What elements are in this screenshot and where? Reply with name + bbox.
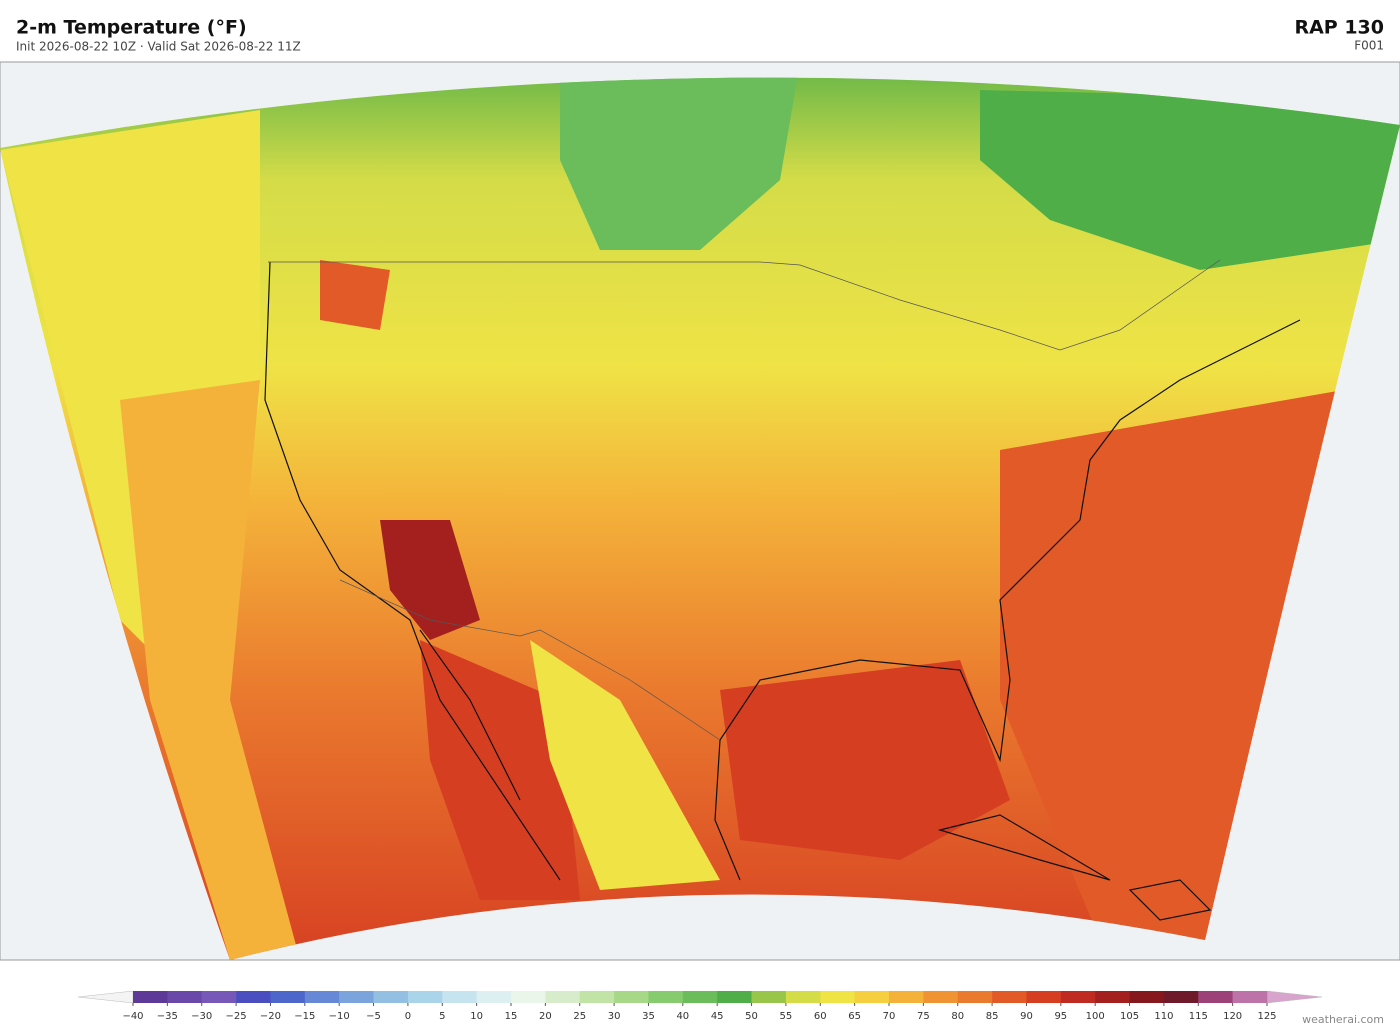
colorbar: −40 −35 −30 −25 −20 −15 −10 −5 0 5 10 15 20 25 30 35 40 4… <box>77 990 1323 1022</box>
colorbar-label: 45 <box>711 1011 724 1022</box>
border <box>339 579 721 741</box>
colorbar-label: 50 <box>745 1011 758 1022</box>
colorbar-label: 5 <box>439 1011 445 1022</box>
colorbar-label: −40 <box>122 1011 143 1022</box>
colorbar-label: 10 <box>470 1011 483 1022</box>
field-gulf <box>720 660 1010 860</box>
colorbar-label: 125 <box>1257 1011 1276 1022</box>
colorbar-cell <box>1026 991 1062 1003</box>
colorbar-cell <box>236 991 271 1003</box>
colorbar-extend-high <box>1266 990 1323 1004</box>
colorbar-label: −5 <box>366 1011 381 1022</box>
colorbar-label: 30 <box>608 1011 621 1022</box>
colorbar-cell <box>579 991 615 1003</box>
field-mountain <box>530 640 720 890</box>
colorbar-cell <box>201 991 237 1003</box>
colorbar-label: 15 <box>505 1011 518 1022</box>
colorbar-cell <box>992 991 1027 1003</box>
colorbar-label: 75 <box>917 1011 930 1022</box>
colorbar-cell <box>957 991 993 1003</box>
colorbar-extend-low <box>77 990 134 1004</box>
colorbar-cell <box>751 991 787 1003</box>
colorbar-label: 40 <box>676 1011 689 1022</box>
field-hot <box>420 640 580 900</box>
colorbar-cell <box>1198 991 1233 1003</box>
colorbar-cell <box>407 991 443 1003</box>
colorbar-label: 65 <box>848 1011 861 1022</box>
colorbar-label: 60 <box>814 1011 827 1022</box>
colorbar-cell <box>614 991 649 1003</box>
credit: weatherai.com <box>1302 1013 1384 1026</box>
colorbar-cell <box>820 991 855 1003</box>
colorbar-cell <box>889 991 924 1003</box>
colorbar-label: 90 <box>1020 1011 1033 1022</box>
colorbar-label: −10 <box>329 1011 350 1022</box>
colorbar-label: 80 <box>951 1011 964 1022</box>
coastline <box>937 814 1111 881</box>
field-cool <box>560 77 800 250</box>
colorbar-label: −30 <box>191 1011 212 1022</box>
colorbar-label: −20 <box>260 1011 281 1022</box>
colorbar-label: 105 <box>1120 1011 1139 1022</box>
colorbar-label: 25 <box>573 1011 586 1022</box>
colorbar-label: 95 <box>1054 1011 1067 1022</box>
colorbar-cell <box>133 991 168 1003</box>
colorbar-cell <box>923 991 959 1003</box>
field-cool <box>980 90 1400 270</box>
colorbar-cell <box>785 991 821 1003</box>
colorbar-label: −35 <box>157 1011 178 1022</box>
colorbar-cell <box>1163 991 1199 1003</box>
colorbar-label: 0 <box>405 1011 411 1022</box>
colorbar-label: 110 <box>1154 1011 1173 1022</box>
colorbar-cell <box>854 991 890 1003</box>
colorbar-cell <box>1232 991 1268 1003</box>
colorbar-label: 70 <box>883 1011 896 1022</box>
colorbar-cell <box>304 991 340 1003</box>
colorbar-label: 35 <box>642 1011 655 1022</box>
colorbar-label: 100 <box>1086 1011 1105 1022</box>
coastline <box>714 739 741 881</box>
coastline <box>419 629 521 801</box>
colorbar-label: 20 <box>539 1011 552 1022</box>
coastline <box>1128 879 1212 921</box>
colorbar-cell <box>373 991 409 1003</box>
borders <box>268 259 1221 741</box>
colorbar-cell <box>1129 991 1165 1003</box>
colorbar-label: 115 <box>1189 1011 1208 1022</box>
colorbar-label: 120 <box>1223 1011 1242 1022</box>
colorbar-cell <box>270 991 306 1003</box>
colorbar-cell <box>648 991 684 1003</box>
colorbar-label: 55 <box>780 1011 793 1022</box>
colorbar-cell <box>1060 991 1096 1003</box>
field-ocean <box>120 380 300 960</box>
colorbar-cell <box>339 991 374 1003</box>
temperature-field <box>0 77 1400 961</box>
colorbar-cell <box>717 991 752 1003</box>
colorbar-label: 85 <box>986 1011 999 1022</box>
colorbar-cell <box>545 991 581 1003</box>
model: RAP 130 <box>1294 17 1384 39</box>
colorbar-cell <box>1095 991 1130 1003</box>
colorbar-cell <box>682 991 718 1003</box>
colorbar-cell <box>511 991 546 1003</box>
colorbar-cell <box>167 991 203 1003</box>
field-hot <box>320 260 390 330</box>
colorbar-cell <box>442 991 477 1003</box>
forecast-hour: F001 <box>1354 39 1384 53</box>
border <box>268 259 1221 351</box>
colorbar-label: −15 <box>294 1011 315 1022</box>
coastline <box>719 319 1301 763</box>
coastline <box>264 261 561 881</box>
field-hot <box>380 520 480 640</box>
title: 2-m Temperature (°F) <box>16 17 247 39</box>
colorbar-cell <box>476 991 512 1003</box>
coastlines <box>264 261 1301 921</box>
colorbar-label: −25 <box>226 1011 247 1022</box>
subtitle: Init 2026-08-22 10Z · Valid Sat 2026-08-… <box>16 40 301 54</box>
